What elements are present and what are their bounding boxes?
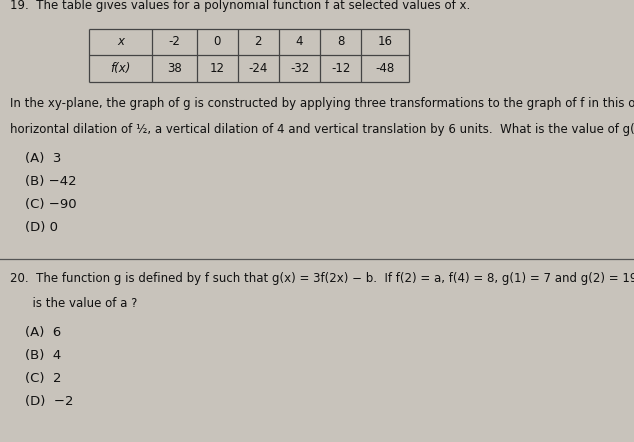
Text: -32: -32 [290, 62, 309, 75]
Text: 12: 12 [210, 62, 224, 75]
Text: 0: 0 [214, 35, 221, 49]
Text: 20.  The function g is defined by f such that g(x) = 3f(2x) − b.  If f(2) = a, f: 20. The function g is defined by f such … [10, 272, 634, 285]
Text: (B)  4: (B) 4 [25, 349, 61, 362]
Text: 16: 16 [378, 35, 392, 49]
Text: horizontal dilation of ½, a vertical dilation of 4 and vertical translation by 6: horizontal dilation of ½, a vertical dil… [10, 123, 634, 136]
Text: (D)  −2: (D) −2 [25, 395, 74, 408]
Text: 19.  The table gives values for a polynomial function f at selected values of x.: 19. The table gives values for a polynom… [10, 0, 470, 12]
Text: -24: -24 [249, 62, 268, 75]
Text: (C)  2: (C) 2 [25, 372, 62, 385]
Text: 4: 4 [296, 35, 303, 49]
Text: In the xy-plane, the graph of g is constructed by applying three transformations: In the xy-plane, the graph of g is const… [10, 97, 634, 110]
Text: (C) −90: (C) −90 [25, 198, 77, 210]
Text: (B) −42: (B) −42 [25, 175, 77, 187]
Text: 8: 8 [337, 35, 344, 49]
Text: f(x): f(x) [110, 62, 131, 75]
Text: (A)  6: (A) 6 [25, 326, 61, 339]
Text: is the value of a ?: is the value of a ? [10, 297, 137, 310]
Text: (D) 0: (D) 0 [25, 221, 58, 233]
Text: 2: 2 [255, 35, 262, 49]
Text: x: x [117, 35, 124, 49]
Text: 38: 38 [167, 62, 182, 75]
Text: -48: -48 [375, 62, 395, 75]
Text: -2: -2 [169, 35, 180, 49]
Text: -12: -12 [331, 62, 351, 75]
Text: (A)  3: (A) 3 [25, 152, 61, 164]
